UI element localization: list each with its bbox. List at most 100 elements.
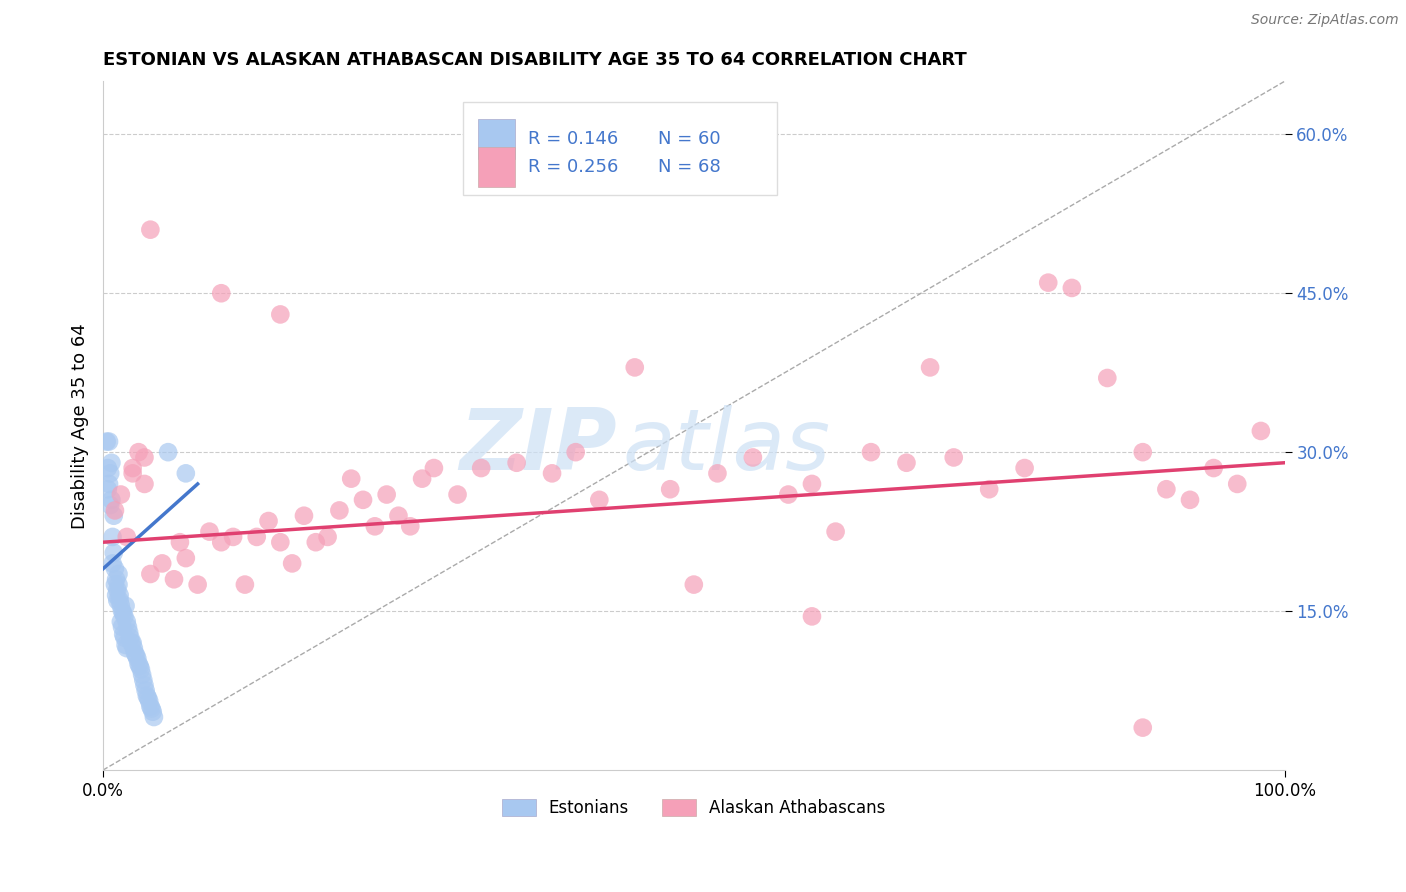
- Text: atlas: atlas: [623, 405, 831, 488]
- Text: N = 68: N = 68: [658, 158, 721, 176]
- Point: [142, 710, 165, 724]
- Point: [96, 434, 118, 449]
- Point: [112, 631, 135, 645]
- Point: [134, 678, 156, 692]
- Point: [979, 482, 1001, 496]
- Point: [623, 360, 645, 375]
- Point: [135, 689, 157, 703]
- Point: [104, 562, 127, 576]
- Point: [112, 606, 135, 620]
- Point: [134, 450, 156, 465]
- Point: [157, 445, 180, 459]
- Point: [142, 705, 165, 719]
- Point: [470, 461, 492, 475]
- Point: [541, 467, 564, 481]
- FancyBboxPatch shape: [464, 102, 776, 195]
- Point: [446, 487, 468, 501]
- Point: [98, 498, 121, 512]
- Point: [112, 627, 135, 641]
- Point: [1178, 492, 1201, 507]
- Point: [942, 450, 965, 465]
- Point: [169, 535, 191, 549]
- Point: [110, 599, 132, 613]
- Point: [131, 667, 153, 681]
- Point: [97, 461, 120, 475]
- Text: N = 60: N = 60: [658, 130, 721, 148]
- Point: [824, 524, 846, 539]
- Point: [399, 519, 422, 533]
- Point: [105, 582, 128, 597]
- Point: [564, 445, 586, 459]
- Point: [505, 456, 527, 470]
- Point: [97, 482, 120, 496]
- Point: [101, 530, 124, 544]
- Point: [108, 593, 131, 607]
- Point: [114, 638, 136, 652]
- Point: [352, 492, 374, 507]
- Point: [134, 477, 156, 491]
- Y-axis label: Disability Age 35 to 64: Disability Age 35 to 64: [72, 323, 89, 529]
- Point: [100, 456, 122, 470]
- Point: [187, 577, 209, 591]
- Point: [128, 445, 150, 459]
- Point: [125, 648, 148, 663]
- Point: [129, 662, 152, 676]
- Point: [98, 467, 121, 481]
- Point: [174, 467, 197, 481]
- Point: [896, 456, 918, 470]
- Point: [122, 641, 145, 656]
- Point: [800, 477, 823, 491]
- Point: [1097, 371, 1119, 385]
- Point: [132, 673, 155, 687]
- Point: [100, 492, 122, 507]
- Legend: Estonians, Alaskan Athabascans: Estonians, Alaskan Athabascans: [495, 792, 893, 823]
- Point: [741, 450, 763, 465]
- Text: ZIP: ZIP: [460, 405, 617, 488]
- Point: [121, 461, 143, 475]
- Point: [139, 222, 162, 236]
- Point: [257, 514, 280, 528]
- Point: [115, 641, 138, 656]
- Point: [423, 461, 446, 475]
- Point: [103, 546, 125, 560]
- Point: [292, 508, 315, 523]
- Point: [107, 577, 129, 591]
- Point: [98, 477, 121, 491]
- Point: [198, 524, 221, 539]
- Point: [233, 577, 256, 591]
- Point: [1132, 721, 1154, 735]
- Point: [1250, 424, 1272, 438]
- Point: [340, 472, 363, 486]
- Point: [1202, 461, 1225, 475]
- FancyBboxPatch shape: [478, 120, 516, 159]
- Point: [387, 508, 409, 523]
- Point: [108, 588, 131, 602]
- Point: [110, 487, 132, 501]
- Point: [107, 566, 129, 581]
- Point: [121, 636, 143, 650]
- Point: [115, 615, 138, 629]
- Point: [269, 535, 291, 549]
- Point: [1014, 461, 1036, 475]
- FancyBboxPatch shape: [478, 147, 516, 186]
- Point: [112, 609, 135, 624]
- Point: [105, 572, 128, 586]
- Point: [682, 577, 704, 591]
- Point: [101, 557, 124, 571]
- Text: Source: ZipAtlas.com: Source: ZipAtlas.com: [1251, 13, 1399, 28]
- Text: R = 0.256: R = 0.256: [529, 158, 619, 176]
- Point: [174, 551, 197, 566]
- Point: [128, 659, 150, 673]
- Point: [411, 472, 433, 486]
- Point: [103, 508, 125, 523]
- Point: [778, 487, 800, 501]
- Point: [150, 557, 173, 571]
- Point: [111, 620, 134, 634]
- Point: [269, 307, 291, 321]
- Point: [111, 604, 134, 618]
- Point: [105, 588, 128, 602]
- Point: [706, 467, 728, 481]
- Point: [127, 652, 149, 666]
- Point: [1226, 477, 1249, 491]
- Point: [121, 636, 143, 650]
